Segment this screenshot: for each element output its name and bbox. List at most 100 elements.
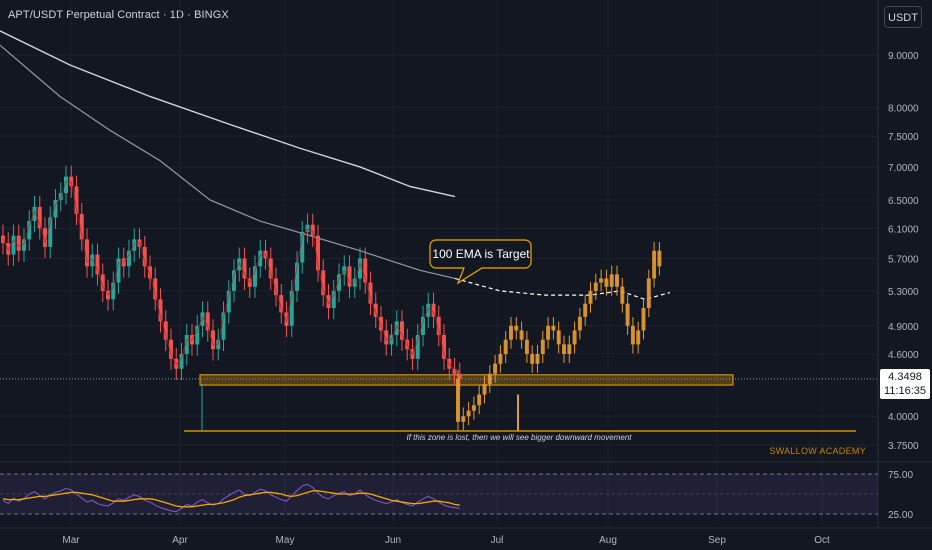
y-tick-label: 3.7500: [888, 441, 919, 452]
candle-body: [289, 290, 294, 326]
candle-body: [347, 266, 352, 287]
x-axis: Mar Apr May Jun Jul Aug Sep Oct: [62, 535, 830, 546]
y-tick-label: 9.0000: [888, 51, 919, 62]
x-tick-label: Apr: [172, 535, 188, 546]
x-tick-label: Jun: [385, 535, 401, 546]
projected-candles: [456, 241, 662, 431]
candle-body: [316, 235, 320, 271]
projected-candle: [540, 339, 545, 354]
x-tick-label: Aug: [599, 535, 617, 546]
x-tick-label: Jul: [491, 535, 504, 546]
projected-candle: [583, 303, 588, 317]
projected-candle: [588, 290, 593, 304]
candle-body: [163, 321, 168, 340]
candle-body: [363, 258, 368, 283]
candle-body: [379, 316, 383, 331]
callout-text: 100 EMA is Target: [432, 247, 530, 261]
candle-body: [179, 353, 184, 369]
candle-body: [142, 246, 147, 267]
support-zone: [199, 374, 734, 386]
candle-body: [100, 274, 105, 291]
candle-body: [32, 206, 37, 222]
candles: [1, 165, 462, 431]
ema-lines: [0, 30, 671, 300]
ema-target-callout: 100 EMA is Target: [429, 239, 532, 285]
projected-candle: [514, 325, 519, 331]
candle-body: [415, 335, 420, 359]
projected-candle: [524, 339, 529, 354]
y-tick-label: 4.6000: [888, 350, 919, 361]
candle-body: [6, 243, 11, 255]
candle-body: [79, 213, 84, 240]
countdown-label: 11:16:35: [883, 385, 926, 397]
projected-candle: [593, 282, 598, 291]
candle-body: [268, 258, 273, 279]
y-tick-label: 8.0000: [888, 103, 919, 114]
candle-body: [148, 266, 152, 279]
candle-body: [426, 303, 431, 317]
rsi-ma-line: [2, 490, 460, 508]
currency-button[interactable]: USDT: [884, 6, 922, 28]
x-tick-label: Mar: [62, 535, 80, 546]
candle-body: [205, 312, 210, 331]
candle-body: [253, 266, 257, 287]
candle-body: [85, 239, 89, 267]
y-tick-label: 7.0000: [888, 163, 919, 174]
candle-body: [394, 321, 399, 336]
ema-100-projection-line: [454, 277, 671, 300]
candle-body: [237, 258, 242, 271]
projected-candle: [498, 353, 503, 364]
y-tick-label: 4.0000: [888, 412, 919, 423]
projected-candle: [572, 330, 577, 345]
candle-body: [22, 239, 26, 251]
candle-body: [300, 231, 305, 263]
candle-body: [321, 270, 326, 296]
projected-candle: [546, 325, 551, 340]
candle-body: [184, 335, 189, 354]
projected-candle: [556, 330, 561, 345]
candle-body: [211, 330, 215, 350]
projected-candle: [461, 416, 466, 422]
projected-candle: [551, 325, 556, 331]
candle-body: [111, 282, 116, 300]
candle-body: [373, 303, 378, 317]
y-tick-label: 6.1000: [888, 224, 919, 235]
projected-candle: [620, 286, 625, 304]
candle-body: [221, 312, 226, 340]
candle-body: [232, 270, 236, 291]
candle-body: [16, 235, 21, 251]
candle-body: [90, 254, 95, 267]
candle-body: [64, 176, 68, 194]
candle-body: [305, 224, 310, 232]
projected-candle: [577, 316, 582, 331]
rsi-level-label: 75.00: [888, 470, 913, 481]
projected-candle: [519, 330, 524, 340]
candle-body: [37, 206, 42, 229]
x-tick-label: Sep: [708, 535, 726, 546]
candle-body: [442, 335, 446, 359]
candle-body: [127, 250, 131, 267]
candle-body: [226, 290, 231, 313]
projected-candle: [615, 274, 619, 287]
candle-body: [326, 295, 331, 309]
candle-body: [457, 373, 462, 379]
projected-candle: [657, 250, 662, 267]
y-tick-label: 4.9000: [888, 322, 919, 333]
candle-body: [169, 339, 173, 359]
rsi-pane: 75.00 25.00: [0, 470, 913, 521]
candle-body: [27, 221, 32, 240]
candle-body: [48, 217, 53, 247]
candle-body: [116, 258, 121, 283]
y-tick-label: 6.5000: [888, 196, 919, 207]
candle-body: [121, 258, 126, 267]
projected-candle: [466, 410, 471, 417]
y-tick-label: 5.3000: [888, 287, 919, 298]
candle-body: [158, 299, 163, 322]
candle-body: [279, 295, 284, 313]
candle-body: [200, 312, 205, 326]
current-price-tag: 4.3498 11:16:35: [880, 369, 930, 399]
candle-body: [258, 250, 263, 267]
breakdown-note: If this zone is lost, then we will see b…: [407, 433, 633, 442]
candle-body: [274, 278, 278, 296]
